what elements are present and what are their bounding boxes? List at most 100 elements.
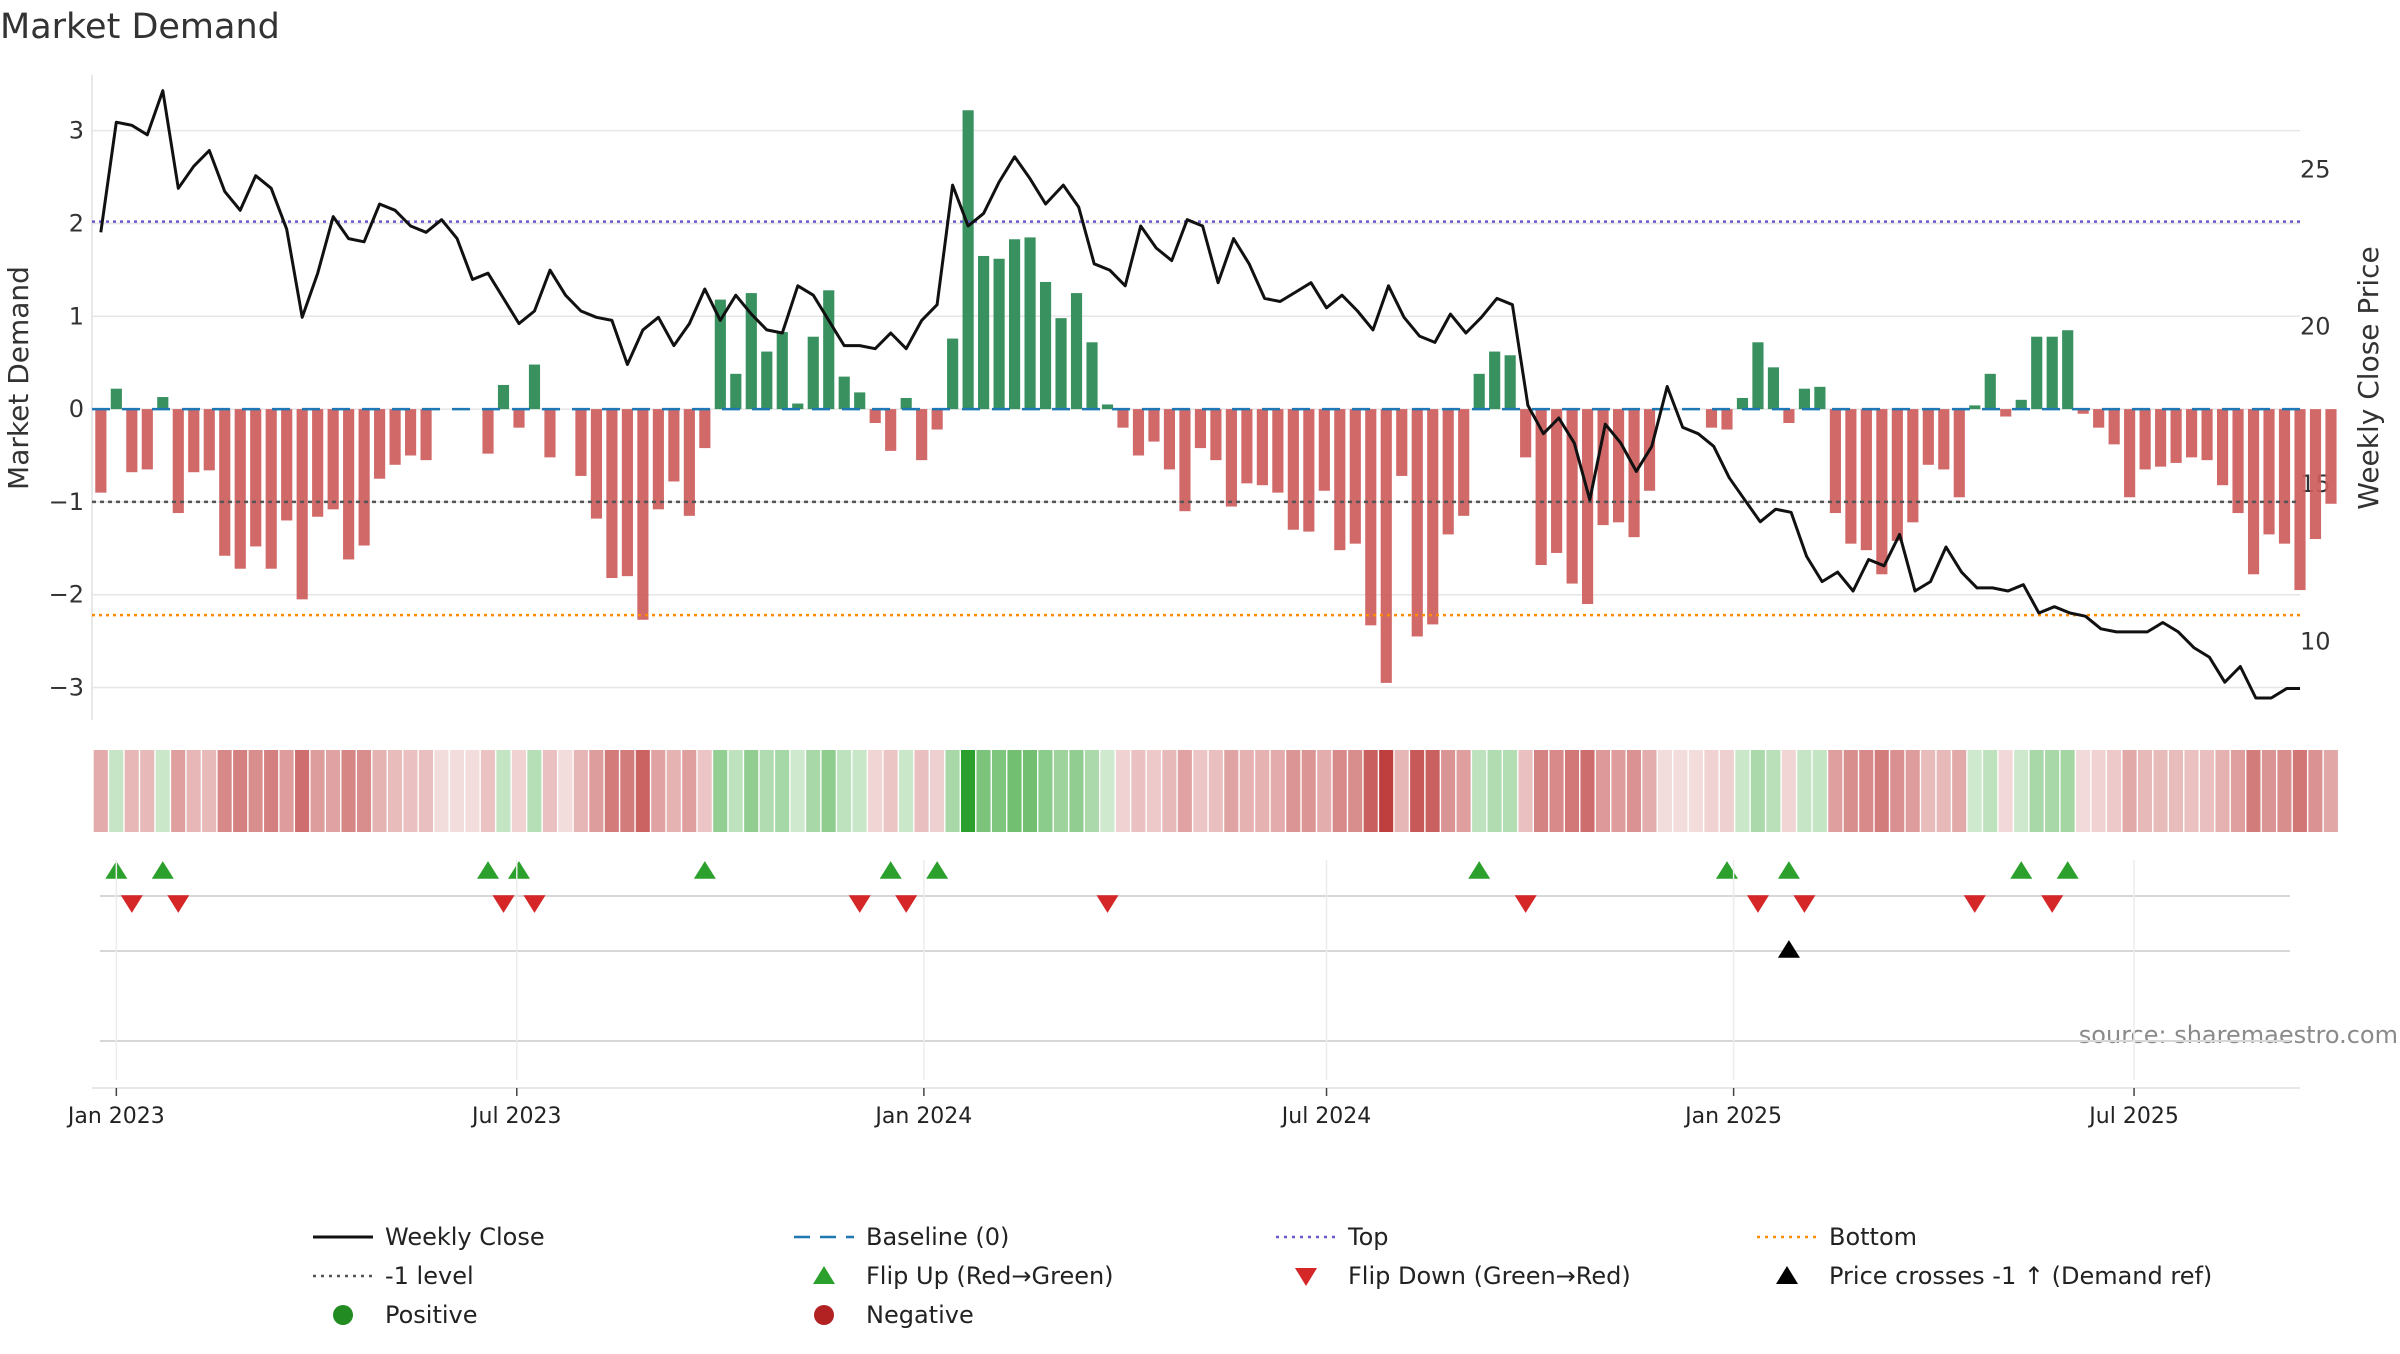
demand-strip-cell (2261, 750, 2276, 832)
y-tick-label: 3 (69, 117, 84, 145)
negative-demand-bar (405, 409, 417, 456)
negative-demand-bar (358, 409, 370, 546)
legend-label: Weekly Close (385, 1223, 545, 1251)
negative-demand-bar (2216, 409, 2229, 486)
flip-down-marker (167, 895, 190, 913)
demand-strip-cell (899, 750, 914, 832)
demand-strip-cell (1564, 750, 1580, 832)
demand-strip-cell (573, 750, 588, 832)
demand-strip-cell (1286, 750, 1301, 832)
flip-up-marker (1468, 861, 1491, 879)
negative-demand-bar (374, 409, 386, 479)
negative-demand-bar (1891, 409, 1903, 541)
flip-down-marker (1514, 895, 1537, 913)
negative-demand-bar (1225, 409, 1237, 507)
positive-demand-bar (730, 373, 742, 410)
negative-demand-bar (2124, 409, 2136, 498)
flip-down-marker (895, 895, 918, 913)
negative-demand-bar (1272, 409, 1284, 493)
positive-demand-bar (2046, 336, 2058, 410)
y2-tick-label: 10 (2300, 627, 2331, 655)
demand-strip-cell (418, 750, 434, 832)
negative-demand-bar (1597, 409, 1609, 526)
demand-strip-cell (1487, 750, 1502, 832)
demand-strip-cell (1642, 750, 1657, 832)
legend-label: Positive (385, 1301, 478, 1329)
y-tick-label: 1 (69, 302, 84, 330)
positive-demand-bar (993, 258, 1005, 410)
demand-strip-cell (1673, 750, 1688, 832)
demand-strip-cell (914, 750, 929, 832)
negative-demand-bar (2139, 409, 2151, 470)
legend: Weekly Close Baseline (0) Top Bottom -1 leve… (313, 1223, 2212, 1329)
demand-strip-cell (1239, 750, 1254, 832)
positive-demand-bar (792, 403, 804, 410)
legend-item: Flip Down (Green→Red) (1295, 1262, 1631, 1290)
legend-swatch (1776, 1266, 1798, 1284)
source-credit: source: sharemaestro.com (2079, 1021, 2398, 1049)
negative-demand-bar (1907, 409, 1919, 523)
negative-demand-bar (2108, 409, 2120, 445)
flip-up-marker (2010, 861, 2033, 879)
flip-down-marker (523, 895, 546, 913)
positive-demand-bar (1039, 281, 1052, 410)
demand-strip-cell (1410, 750, 1425, 832)
negative-demand-bar (1396, 409, 1408, 476)
legend-item: Bottom (1757, 1223, 1917, 1251)
positive-demand-bar (1070, 293, 1083, 410)
demand-strip-cell (1038, 750, 1053, 832)
demand-strip-cell (2091, 750, 2106, 832)
negative-demand-bar (219, 409, 231, 556)
x-tick-label: Jul 2024 (1280, 1104, 1372, 1129)
demand-strip-cell (2168, 750, 2184, 832)
flip-down-marker (1793, 895, 1816, 913)
demand-strip-cell (744, 750, 759, 832)
demand-strip-cell (1255, 750, 1270, 832)
demand-strip-cell (1084, 750, 1099, 832)
demand-strip-cell (140, 750, 155, 832)
demand-strip-cell (1208, 750, 1223, 832)
positive-demand-bar (1489, 351, 1501, 410)
demand-strip-cell (976, 750, 991, 832)
demand-strip-cell (171, 750, 186, 832)
negative-demand-bar (296, 409, 308, 600)
negative-demand-bar (389, 409, 401, 465)
demand-strip-cell (1998, 750, 2013, 832)
positive-demand-bar (1814, 386, 1826, 410)
flip-down-marker (2041, 895, 2064, 913)
demand-strip-cell (186, 750, 201, 832)
demand-strip-cell (1100, 750, 1115, 832)
negative-demand-bar (931, 409, 943, 430)
negative-demand-bar (1705, 409, 1718, 428)
demand-strip-cell (511, 750, 526, 832)
flip-up-marker (151, 861, 174, 879)
negative-demand-bar (1612, 409, 1625, 523)
demand-strip-cell (279, 750, 294, 832)
negative-demand-bar (2000, 409, 2012, 417)
negative-demand-bar (652, 409, 664, 510)
negative-demand-bar (2201, 409, 2213, 461)
legend-item: Baseline (0) (794, 1223, 1009, 1251)
negative-demand-bar (885, 409, 897, 451)
negative-demand-bar (482, 409, 494, 454)
positive-demand-bar (1009, 239, 1021, 410)
demand-strip-cell (1425, 750, 1440, 832)
flip-down-marker (120, 895, 143, 913)
demand-strip-cell (341, 750, 356, 832)
demand-strip-cell (1317, 750, 1332, 832)
flip-up-marker (693, 861, 716, 879)
demand-strip-cell (248, 750, 263, 832)
legend-label: Bottom (1829, 1223, 1917, 1251)
negative-demand-bar (606, 409, 618, 579)
positive-demand-bar (1767, 367, 1780, 410)
negative-demand-bar (95, 409, 107, 493)
demand-strip-cell (1379, 750, 1394, 832)
negative-demand-bar (1922, 409, 1934, 465)
demand-strip-cell (1533, 750, 1549, 832)
demand-strip-cell (155, 750, 170, 832)
demand-strip-cell (1905, 750, 1920, 832)
negative-demand-bar (1303, 409, 1315, 532)
negative-demand-bar (265, 409, 277, 569)
demand-strip-cell (1177, 750, 1192, 832)
signal-panels (100, 861, 2290, 1042)
